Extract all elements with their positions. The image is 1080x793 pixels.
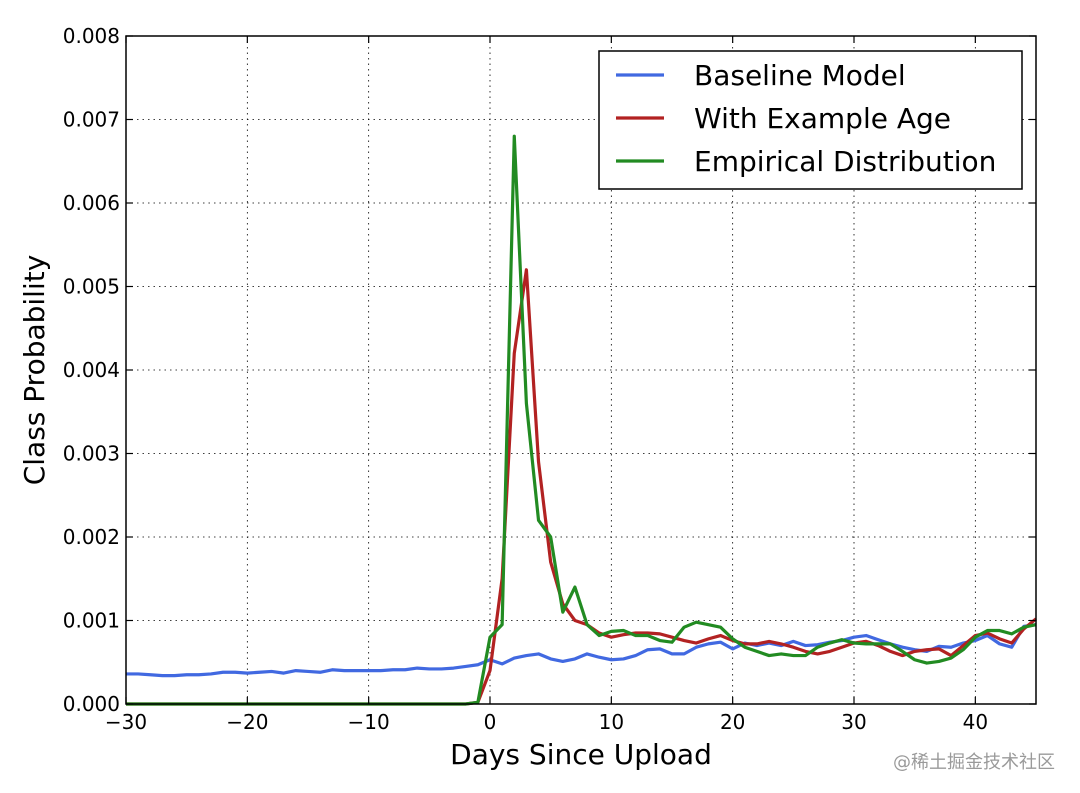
- y-tick-label: 0.008: [63, 24, 120, 48]
- x-tick-label: 0: [484, 710, 497, 734]
- x-tick-label: 20: [720, 710, 745, 734]
- x-tick-label: −30: [105, 710, 147, 734]
- legend-label-0: Baseline Model: [694, 59, 906, 92]
- legend-box: [598, 50, 1023, 190]
- series-layer: [126, 134, 1038, 706]
- y-tick-label: 0.004: [63, 358, 120, 382]
- y-tick-label: 0.007: [63, 108, 120, 132]
- x-tick-label: 40: [963, 710, 988, 734]
- legend-label-1: With Example Age: [694, 102, 951, 135]
- legend: Baseline Model With Example Age Empirical …: [598, 50, 1023, 190]
- ticks: −30 −20 −10 0 10 20 30 40 0.000 0.001 0.002 0.003 0.…: [63, 24, 1036, 734]
- x-tick-label: −10: [348, 710, 390, 734]
- series-line-1: [126, 268, 1038, 706]
- x-tick-label: −20: [226, 710, 268, 734]
- y-tick-label: 0.002: [63, 525, 120, 549]
- y-tick-label: 0.006: [63, 191, 120, 215]
- y-tick-label: 0.005: [63, 275, 120, 299]
- x-tick-label: 30: [841, 710, 866, 734]
- y-axis-label: Class Probability: [18, 255, 51, 486]
- x-axis-label: Days Since Upload: [450, 738, 712, 771]
- x-tick-label: 10: [599, 710, 624, 734]
- legend-label-2: Empirical Distribution: [694, 145, 996, 178]
- y-tick-label: 0.000: [63, 692, 120, 716]
- y-tick-label: 0.001: [63, 609, 120, 633]
- watermark: @稀土掘金技术社区: [893, 752, 1055, 773]
- series-line-0: [126, 623, 1037, 678]
- series-line-2: [126, 134, 1037, 706]
- y-tick-label: 0.003: [63, 442, 120, 466]
